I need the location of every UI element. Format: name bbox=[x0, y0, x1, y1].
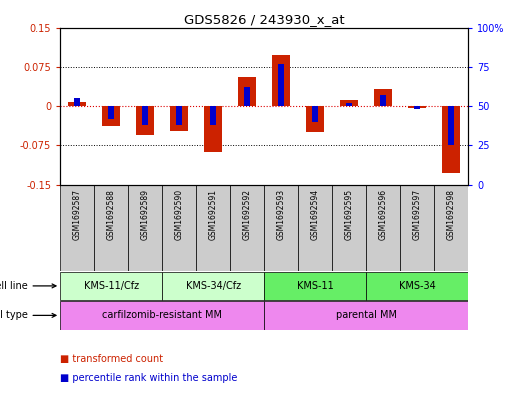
Bar bbox=[312, 106, 318, 122]
Text: GSM1692590: GSM1692590 bbox=[175, 189, 184, 240]
Text: GSM1692593: GSM1692593 bbox=[277, 189, 286, 240]
Bar bbox=[340, 100, 358, 106]
Bar bbox=[60, 185, 94, 271]
Bar bbox=[298, 185, 332, 271]
Bar bbox=[94, 185, 128, 271]
Bar bbox=[68, 102, 86, 106]
Bar bbox=[136, 106, 154, 135]
Bar bbox=[230, 185, 264, 271]
Bar bbox=[264, 301, 468, 329]
Bar bbox=[102, 106, 120, 126]
Bar bbox=[414, 106, 420, 109]
Bar bbox=[210, 106, 216, 125]
Text: KMS-34: KMS-34 bbox=[399, 281, 436, 291]
Text: GSM1692587: GSM1692587 bbox=[73, 189, 82, 240]
Text: GSM1692597: GSM1692597 bbox=[413, 189, 422, 240]
Bar bbox=[272, 55, 290, 106]
Bar bbox=[448, 106, 454, 145]
Bar bbox=[162, 272, 264, 300]
Text: parental MM: parental MM bbox=[336, 310, 396, 320]
Text: KMS-11: KMS-11 bbox=[297, 281, 334, 291]
Bar bbox=[204, 106, 222, 152]
Bar bbox=[278, 64, 284, 106]
Bar bbox=[366, 185, 400, 271]
Text: GSM1692588: GSM1692588 bbox=[107, 189, 116, 240]
Bar bbox=[442, 106, 460, 173]
Bar bbox=[108, 106, 114, 119]
Bar bbox=[238, 77, 256, 106]
Text: GSM1692591: GSM1692591 bbox=[209, 189, 218, 240]
Bar bbox=[366, 272, 468, 300]
Bar bbox=[196, 185, 230, 271]
Bar bbox=[306, 106, 324, 132]
Bar bbox=[244, 87, 250, 106]
Bar bbox=[60, 301, 264, 329]
Bar bbox=[74, 98, 80, 106]
Text: KMS-34/Cfz: KMS-34/Cfz bbox=[186, 281, 241, 291]
Bar bbox=[142, 106, 148, 125]
Bar bbox=[264, 185, 298, 271]
Bar bbox=[332, 185, 366, 271]
Text: cell type: cell type bbox=[0, 310, 56, 320]
Bar bbox=[170, 106, 188, 131]
Bar bbox=[380, 95, 386, 106]
Bar bbox=[346, 103, 352, 106]
Text: GSM1692594: GSM1692594 bbox=[311, 189, 320, 240]
Text: GSM1692598: GSM1692598 bbox=[447, 189, 456, 240]
Bar bbox=[264, 272, 366, 300]
Text: GSM1692595: GSM1692595 bbox=[345, 189, 354, 240]
Text: KMS-11/Cfz: KMS-11/Cfz bbox=[84, 281, 139, 291]
Bar bbox=[408, 106, 426, 108]
Bar bbox=[128, 185, 162, 271]
Text: ■ transformed count: ■ transformed count bbox=[60, 354, 163, 364]
Bar bbox=[434, 185, 468, 271]
Text: carfilzomib-resistant MM: carfilzomib-resistant MM bbox=[102, 310, 222, 320]
Text: GSM1692589: GSM1692589 bbox=[141, 189, 150, 240]
Text: cell line: cell line bbox=[0, 281, 56, 291]
Bar bbox=[60, 272, 162, 300]
Text: ■ percentile rank within the sample: ■ percentile rank within the sample bbox=[60, 373, 237, 383]
Bar bbox=[162, 185, 196, 271]
Text: GSM1692592: GSM1692592 bbox=[243, 189, 252, 240]
Bar bbox=[400, 185, 434, 271]
Bar bbox=[374, 89, 392, 106]
Bar bbox=[176, 106, 182, 125]
Title: GDS5826 / 243930_x_at: GDS5826 / 243930_x_at bbox=[184, 13, 345, 26]
Text: GSM1692596: GSM1692596 bbox=[379, 189, 388, 240]
